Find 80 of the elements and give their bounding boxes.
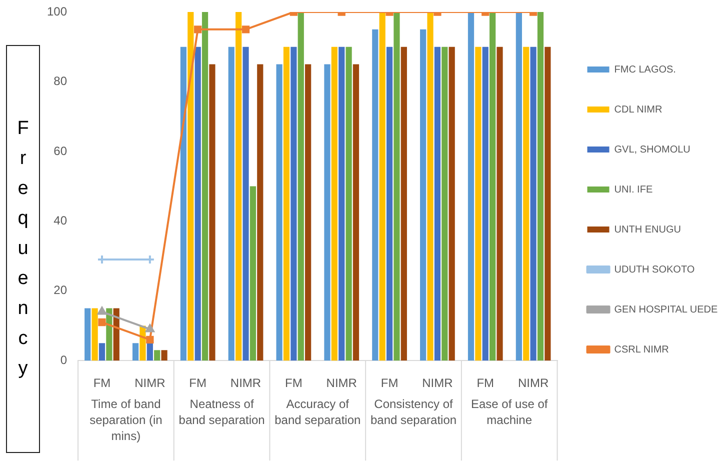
- bar: [84, 308, 91, 361]
- y-tick-label: 80: [54, 74, 68, 88]
- text: Neatness of band separation: [178, 396, 265, 427]
- legend-label: UDUTH SOKOTO: [614, 264, 695, 276]
- text: Frequency: [17, 118, 29, 379]
- bar: [434, 46, 441, 361]
- x-tick-label: FM: [476, 376, 494, 390]
- legend-label: UNTH ENUGU: [614, 224, 681, 236]
- legend-label: CSRL NIMR: [614, 344, 669, 356]
- bar: [544, 46, 551, 361]
- bar: [202, 12, 208, 361]
- text: Consistency of band separation: [370, 396, 457, 427]
- bar: [228, 46, 234, 361]
- bar: [236, 12, 242, 361]
- x-tick-label: NIMR: [422, 376, 454, 390]
- bar: [180, 46, 187, 361]
- legend-label: FMC LAGOS.: [614, 64, 676, 76]
- bar: [324, 64, 330, 361]
- bar: [448, 46, 455, 361]
- bar: [338, 46, 345, 361]
- bar: [92, 308, 98, 361]
- legend-label: GVL, SHOMOLU: [614, 144, 690, 156]
- x-tick-label: FM: [189, 376, 206, 390]
- bar: [490, 12, 496, 361]
- bar: [298, 12, 304, 361]
- bar: [188, 12, 194, 361]
- bar: [420, 29, 426, 361]
- bar: [530, 46, 536, 361]
- bar: [257, 64, 264, 361]
- point: [146, 336, 154, 344]
- bar: [276, 64, 282, 361]
- bar: [372, 29, 378, 361]
- bar: [250, 186, 256, 361]
- legend-label: GEN HOSPITAL UEDE: [614, 304, 718, 316]
- bar: [194, 46, 201, 361]
- x-tick-label: NIMR: [326, 376, 358, 390]
- bar: [523, 46, 530, 361]
- bar: [496, 46, 503, 361]
- x-tick-label: NIMR: [230, 376, 262, 390]
- point: [98, 318, 106, 326]
- bar: [386, 46, 393, 361]
- bar: [305, 64, 312, 361]
- bar: [394, 12, 400, 361]
- text: Accuracy of band separation: [274, 396, 361, 427]
- bar: [516, 12, 522, 361]
- y-tick-label: 60: [54, 144, 68, 158]
- bar: [132, 343, 139, 361]
- bar: [379, 12, 386, 361]
- bar: [283, 46, 290, 361]
- legend-label: UNI. IFE: [614, 184, 653, 196]
- bar: [352, 64, 360, 361]
- bar: [468, 12, 474, 361]
- bar: [442, 46, 448, 361]
- bar: [346, 46, 352, 361]
- bar: [331, 46, 338, 361]
- x-tick-label: NIMR: [518, 376, 549, 390]
- bar: [290, 46, 297, 361]
- bar: [475, 46, 482, 361]
- y-tick-label: 40: [54, 213, 68, 228]
- x-tick-label: FM: [380, 376, 398, 390]
- text: Time of band separation (in mins): [90, 396, 162, 443]
- bar: [427, 12, 434, 361]
- bar: [482, 46, 488, 361]
- y-tick-label: 20: [54, 283, 68, 298]
- bar: [113, 308, 120, 361]
- bar: [98, 343, 106, 361]
- y-tick-label: 100: [46, 4, 68, 18]
- x-tick-label: NIMR: [134, 376, 166, 390]
- text: Ease of use of machine: [470, 396, 548, 427]
- bar: [146, 343, 153, 361]
- bar: [400, 46, 407, 361]
- x-tick-label: FM: [93, 376, 111, 390]
- bar: [242, 46, 249, 361]
- bar: [154, 350, 160, 361]
- bar: [161, 350, 168, 361]
- bar: [537, 12, 544, 361]
- y-tick-label: 0: [60, 352, 68, 367]
- legend-label: CDL NIMR: [614, 104, 662, 116]
- bar: [209, 64, 216, 361]
- x-tick-label: FM: [285, 376, 302, 390]
